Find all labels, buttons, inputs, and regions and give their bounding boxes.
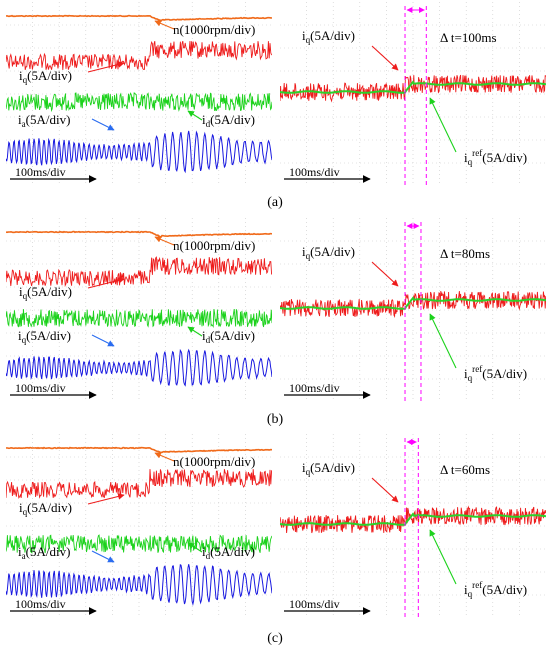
- timebase-label: 100ms/div: [289, 381, 340, 395]
- id-pointer: [187, 542, 203, 553]
- id-trace: [6, 534, 272, 554]
- ia-trace: [6, 130, 272, 174]
- iq-pointer: [87, 277, 125, 289]
- iq-pointer: [371, 477, 399, 503]
- iq-trace: [6, 469, 272, 499]
- speed-pointer: [154, 20, 175, 30]
- speed-trace: [6, 14, 272, 23]
- iq-label: iq(5A/div): [19, 500, 72, 517]
- scope-grid: [280, 2, 546, 186]
- speed-pointer: [154, 236, 175, 246]
- iq-trace: [6, 40, 272, 71]
- ia-trace: [6, 348, 272, 387]
- timebase-label: 100ms/div: [15, 381, 66, 395]
- timebase-label: 100ms/div: [289, 165, 340, 179]
- iq-ref-label: iqref(5A/div): [464, 364, 527, 383]
- iq-ref-trace: [280, 512, 546, 526]
- id-label: id(5A/div): [202, 544, 255, 561]
- delta-t-label: Δ t=60ms: [440, 462, 490, 477]
- timebase-label: 100ms/div: [15, 165, 66, 179]
- speed-label: n(1000rpm/div): [173, 22, 255, 37]
- ia-trace: [6, 563, 272, 606]
- right-scope-panel: iq(5A/div) Δ t=100ms iqref(5A/div) 100ms/di…: [280, 2, 546, 186]
- iq-ref-trace: [280, 296, 546, 310]
- iq-trace: [280, 74, 546, 103]
- scope-grid: [6, 434, 272, 618]
- iq-pointer: [371, 261, 399, 287]
- scope-grid: [6, 2, 272, 186]
- timebase-label: 100ms/div: [15, 597, 66, 611]
- id-label: id(5A/div): [202, 112, 255, 129]
- id-label: id(5A/div): [202, 328, 255, 345]
- delta-t-label: Δ t=100ms: [440, 30, 497, 45]
- ia-pointer: [91, 334, 115, 347]
- speed-trace: [6, 446, 272, 454]
- speed-label: n(1000rpm/div): [173, 238, 255, 253]
- speed-trace: [6, 230, 272, 239]
- panel-caption: (a): [267, 195, 283, 210]
- iq-trace: [6, 256, 272, 288]
- iq-pointer: [87, 61, 125, 73]
- ia-label: iq(5A/div): [18, 328, 71, 345]
- panel-caption: (b): [266, 412, 284, 427]
- left-scope-panel: n(1000rpm/div) iq(5A/div) ia(5A/div) id(5A/…: [6, 434, 272, 618]
- iq-ref-label: iqref(5A/div): [464, 580, 527, 599]
- right-scope-panel: iq(5A/div) Δ t=80ms iqref(5A/div) 100ms/div: [280, 218, 546, 402]
- panel-caption: (c): [267, 631, 283, 646]
- iq-ref-pointer: [429, 97, 457, 153]
- iq-ref-label: iqref(5A/div): [464, 148, 527, 167]
- ia-label: ia(5A/div): [18, 544, 70, 561]
- iq-label: iq(5A/div): [302, 460, 355, 477]
- iq-label: iq(5A/div): [19, 284, 72, 301]
- id-trace: [6, 92, 272, 113]
- iq-label: iq(5A/div): [19, 68, 72, 85]
- left-scope-panel: n(1000rpm/div) iq(5A/div) ia(5A/div) id(5A/…: [6, 2, 272, 186]
- right-scope-panel: iq(5A/div) Δ t=60ms iqref(5A/div) 100ms/div: [280, 434, 546, 618]
- id-trace: [6, 309, 272, 328]
- speed-pointer: [154, 452, 175, 462]
- iq-label: iq(5A/div): [302, 244, 355, 261]
- speed-label: n(1000rpm/div): [173, 454, 255, 469]
- iq-ref-pointer: [429, 529, 457, 585]
- iq-trace: [280, 505, 546, 534]
- iq-ref-trace: [280, 80, 546, 94]
- ia-pointer: [91, 550, 115, 563]
- ia-pointer: [91, 118, 115, 131]
- iq-label: iq(5A/div): [302, 28, 355, 45]
- ia-label: ia(5A/div): [18, 112, 70, 129]
- id-pointer: [187, 326, 203, 337]
- timebase-label: 100ms/div: [289, 597, 340, 611]
- iq-pointer: [87, 493, 125, 505]
- iq-pointer: [371, 45, 399, 71]
- delta-t-label: Δ t=80ms: [440, 246, 490, 261]
- iq-ref-pointer: [429, 313, 457, 369]
- left-scope-panel: n(1000rpm/div) iq(5A/div) iq(5A/div) id(5A/…: [6, 218, 272, 402]
- id-pointer: [187, 110, 203, 121]
